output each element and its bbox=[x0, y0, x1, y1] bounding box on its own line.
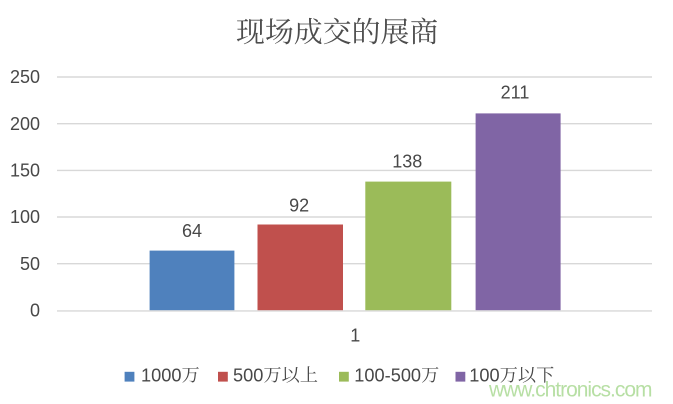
svg-text:250: 250 bbox=[10, 67, 40, 87]
svg-text:138: 138 bbox=[392, 151, 422, 171]
svg-text:100: 100 bbox=[10, 207, 40, 227]
svg-text:100: 100 bbox=[469, 365, 499, 385]
svg-text:1: 1 bbox=[350, 326, 360, 346]
svg-text:50: 50 bbox=[20, 254, 40, 274]
svg-text:500: 500 bbox=[233, 365, 263, 385]
svg-text:0: 0 bbox=[30, 301, 40, 321]
svg-text:www.chtronics.com: www.chtronics.com bbox=[488, 379, 653, 402]
svg-text:150: 150 bbox=[10, 161, 40, 181]
svg-text:64: 64 bbox=[182, 221, 202, 241]
svg-text:200: 200 bbox=[10, 114, 40, 134]
svg-text:211: 211 bbox=[501, 83, 530, 103]
svg-text:92: 92 bbox=[289, 196, 309, 216]
svg-text:100-500: 100-500 bbox=[354, 365, 421, 385]
svg-text:1000: 1000 bbox=[141, 365, 181, 385]
